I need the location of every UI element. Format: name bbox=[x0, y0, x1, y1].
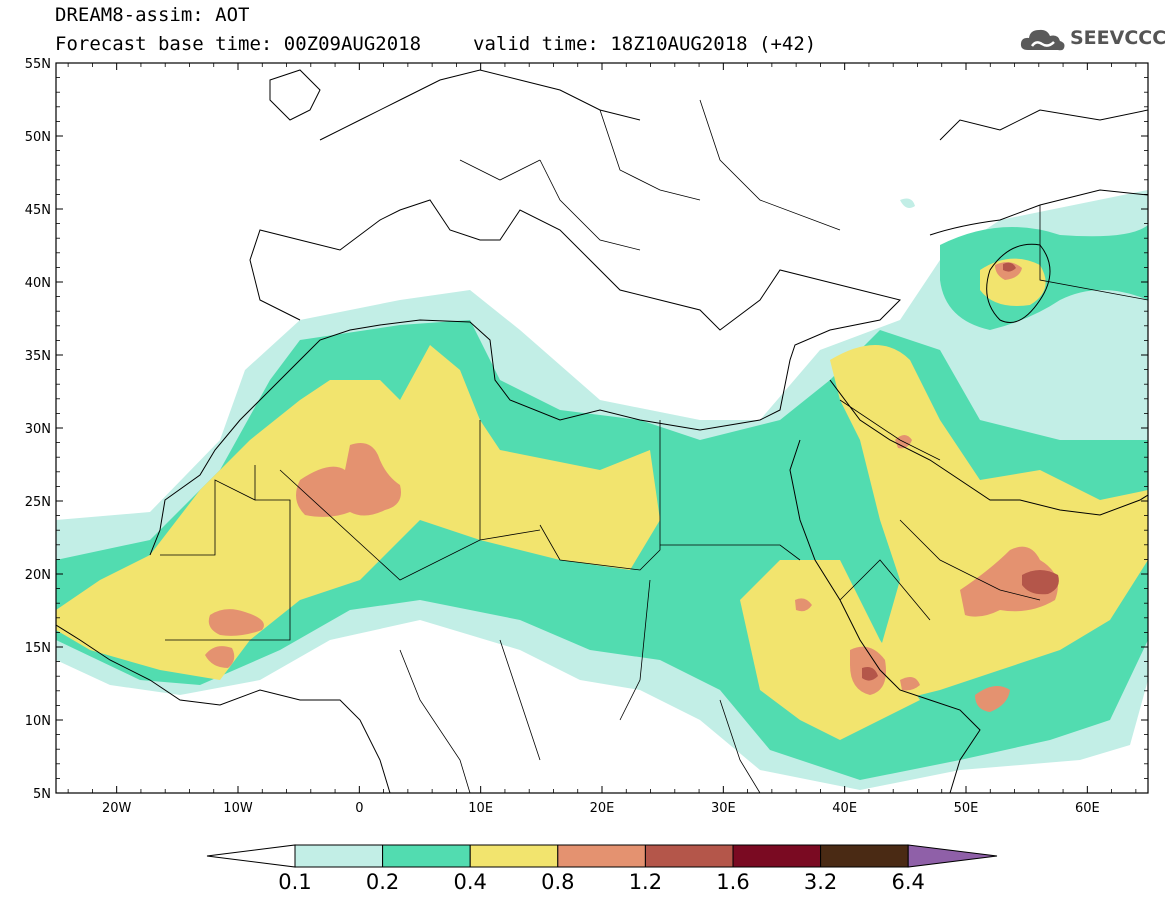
coastlines bbox=[56, 69, 1148, 793]
base-time: Forecast base time: 00Z09AUG2018 bbox=[55, 33, 422, 55]
lon-label: 10E bbox=[468, 801, 493, 816]
colorbar-label: 0.8 bbox=[541, 870, 574, 894]
colorbar-segment bbox=[557, 844, 646, 868]
colorbar-label: 6.4 bbox=[891, 870, 924, 894]
colorbar-segment bbox=[382, 844, 471, 868]
lon-label: 40E bbox=[832, 801, 857, 816]
lat-label: 15N bbox=[25, 641, 51, 656]
lat-label: 40N bbox=[25, 276, 51, 291]
cloud-icon bbox=[1020, 29, 1065, 51]
political-borders bbox=[160, 99, 1148, 793]
colorbar-label: 3.2 bbox=[804, 870, 837, 894]
colorbar-label: 0.4 bbox=[453, 870, 486, 894]
colorbar-under-arrow bbox=[206, 844, 296, 868]
lat-label: 50N bbox=[25, 130, 51, 145]
lat-label: 25N bbox=[25, 495, 51, 510]
aot-field bbox=[56, 190, 1148, 790]
colorbar-label: 1.6 bbox=[716, 870, 749, 894]
forecast-times: Forecast base time: 00Z09AUG2018 valid ti… bbox=[55, 33, 816, 55]
colorbar-segment bbox=[820, 844, 909, 868]
lat-label: 10N bbox=[25, 714, 51, 729]
colorbar-segment bbox=[732, 844, 822, 868]
lon-label: 20E bbox=[590, 801, 615, 816]
lon-label: 50E bbox=[954, 801, 979, 816]
lon-label: 30E bbox=[711, 801, 736, 816]
lat-label: 35N bbox=[25, 349, 51, 364]
colorbar-label: 1.2 bbox=[629, 870, 662, 894]
colorbar-label: 0.2 bbox=[366, 870, 399, 894]
colorbar-segment bbox=[469, 844, 559, 868]
aot-band-1-2 bbox=[862, 262, 1059, 681]
lon-label: 60E bbox=[1075, 801, 1100, 816]
lat-label: 30N bbox=[25, 422, 51, 437]
colorbar-segment bbox=[644, 844, 734, 868]
logo-text: SEEVCCC bbox=[1070, 27, 1165, 49]
lon-label: 10W bbox=[223, 801, 253, 816]
lon-label: 0 bbox=[355, 801, 363, 816]
colorbar-segment bbox=[294, 844, 384, 868]
map-axes: 5N 10N 15N 20N 25N 30N 35N 40N 45N 50N 55N 20W 10W 0 1… bbox=[25, 57, 1148, 816]
colorbar-over-arrow bbox=[907, 844, 998, 868]
lat-label: 20N bbox=[25, 568, 51, 583]
lat-label: 5N bbox=[33, 787, 51, 802]
map-title: DREAM8-assim: AOT bbox=[55, 4, 250, 26]
lat-label: 45N bbox=[25, 203, 51, 218]
lon-label: 20W bbox=[102, 801, 132, 816]
valid-time: valid time: 18Z10AUG2018 (+42) bbox=[473, 33, 817, 55]
seevccc-logo: SEEVCCC bbox=[1018, 22, 1165, 56]
colorbar-label: 0.1 bbox=[278, 870, 311, 894]
lat-label: 55N bbox=[25, 57, 51, 72]
